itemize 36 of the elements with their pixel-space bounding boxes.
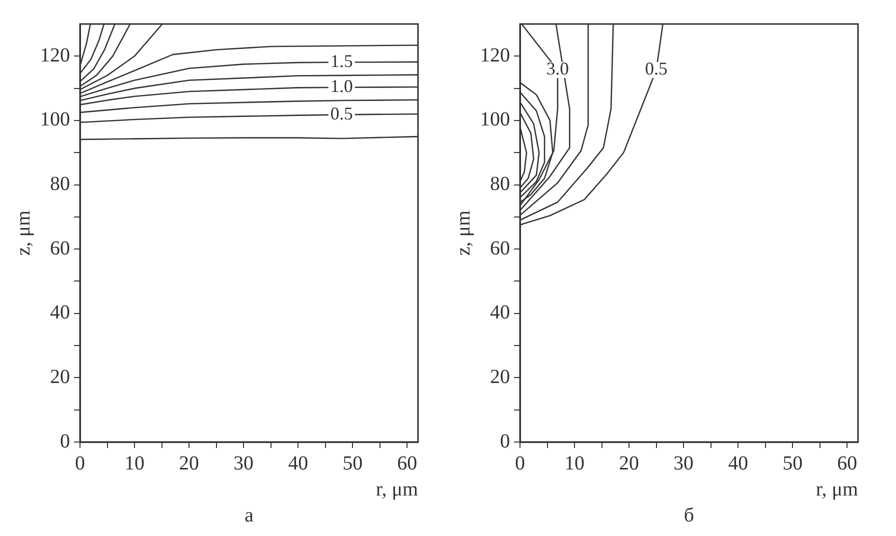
y-tick-label: 40 xyxy=(50,302,70,324)
y-tick-label: 60 xyxy=(50,237,70,260)
y-tick-label: 40 xyxy=(490,302,510,324)
x-tick-label: 30 xyxy=(674,452,694,474)
y-tick-label: 120 xyxy=(40,44,70,66)
y-tick-label: 0 xyxy=(60,430,70,452)
x-axis-title: r, μm xyxy=(376,478,418,500)
y-tick-label: 120 xyxy=(480,44,510,66)
x-tick-label: 20 xyxy=(619,452,640,474)
y-tick-label: 20 xyxy=(50,366,70,388)
text: a xyxy=(244,504,254,526)
x-tick-label: 0 xyxy=(75,452,85,474)
y-tick-label: 80 xyxy=(490,173,510,196)
x-tick-label: 30 xyxy=(234,452,254,474)
y-axis-title: z, μm xyxy=(12,210,34,256)
y-tick-label: 60 xyxy=(490,237,510,260)
text: б xyxy=(684,504,694,526)
y-tick-label: 20 xyxy=(490,366,510,388)
x-axis-title: r, μm xyxy=(816,478,858,500)
x-tick-label: 10 xyxy=(564,452,585,474)
y-axis-title: z, μm xyxy=(452,210,474,256)
y-tick-label: 0 xyxy=(500,430,510,452)
x-tick-label: 60 xyxy=(837,452,858,474)
y-tick-label: 100 xyxy=(40,108,70,131)
x-tick-label: 20 xyxy=(179,452,200,474)
x-tick-label: 10 xyxy=(124,452,145,474)
y-tick-label: 80 xyxy=(50,173,70,196)
x-tick-label: 40 xyxy=(728,452,748,474)
x-tick-label: 0 xyxy=(515,452,525,474)
x-tick-label: 40 xyxy=(288,452,308,474)
y-tick-label: 100 xyxy=(480,108,510,131)
series-label: 1.5 xyxy=(330,50,353,71)
x-tick-label: 50 xyxy=(782,452,803,474)
series-label: 0.5 xyxy=(645,58,668,79)
x-tick-label: 50 xyxy=(342,452,363,474)
x-tick-label: 60 xyxy=(397,452,418,474)
